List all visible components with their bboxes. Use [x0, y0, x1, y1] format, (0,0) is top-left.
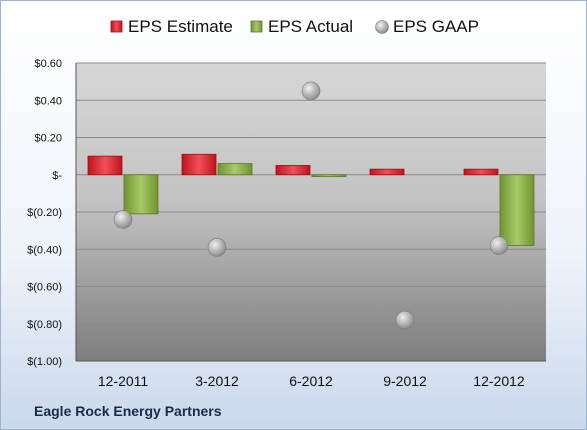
chart-axes: $0.60 $0.40 $0.20 $- $(0.20) $(0.40) $(0.60) $(… [27, 58, 546, 389]
bar-eps-estimate [369, 168, 405, 176]
point-eps-gaap [207, 238, 227, 257]
bar-eps-actual [123, 174, 159, 215]
y-tick-label: $0.20 [34, 133, 62, 145]
y-tick-label: $(0.60) [27, 282, 62, 294]
bar-eps-estimate [463, 168, 499, 176]
bar-eps-actual [311, 174, 347, 178]
bar-eps-estimate [87, 155, 123, 176]
legend-label-eps-actual: EPS Actual [268, 17, 353, 36]
chart-marks [87, 81, 535, 330]
x-tick-label: 9-2012 [383, 373, 427, 389]
bar-eps-actual [499, 174, 535, 246]
bar-eps-actual [217, 163, 253, 176]
point-eps-gaap [489, 236, 509, 255]
legend-label-eps-gaap: EPS GAAP [393, 17, 479, 36]
y-tick-label: $(0.80) [27, 319, 62, 331]
chart-legend: EPS Estimate EPS Actual EPS GAAP [110, 17, 479, 36]
point-eps-gaap [301, 81, 321, 101]
point-eps-gaap [113, 210, 133, 229]
y-tick-label: $(0.20) [27, 207, 62, 219]
point-eps-gaap [395, 310, 415, 330]
company-name: Eagle Rock Energy Partners [34, 403, 222, 419]
legend-swatch-eps-actual [250, 20, 263, 33]
legend-label-eps-estimate: EPS Estimate [128, 17, 233, 36]
legend-swatch-eps-gaap [375, 20, 389, 34]
x-tick-label: 12-2011 [98, 373, 149, 389]
x-tick-label: 3-2012 [195, 373, 239, 389]
legend-swatch-eps-estimate [110, 20, 123, 33]
y-tick-label: $(1.00) [27, 356, 62, 368]
y-tick-label: $0.60 [34, 58, 62, 70]
x-tick-label: 12-2012 [473, 373, 525, 389]
bar-eps-estimate [275, 165, 311, 176]
y-tick-label: $(0.40) [27, 244, 62, 256]
x-tick-label: 6-2012 [289, 373, 333, 389]
y-tick-label: $0.40 [34, 95, 62, 107]
bar-eps-estimate [181, 153, 217, 176]
y-tick-label: $- [52, 170, 62, 182]
